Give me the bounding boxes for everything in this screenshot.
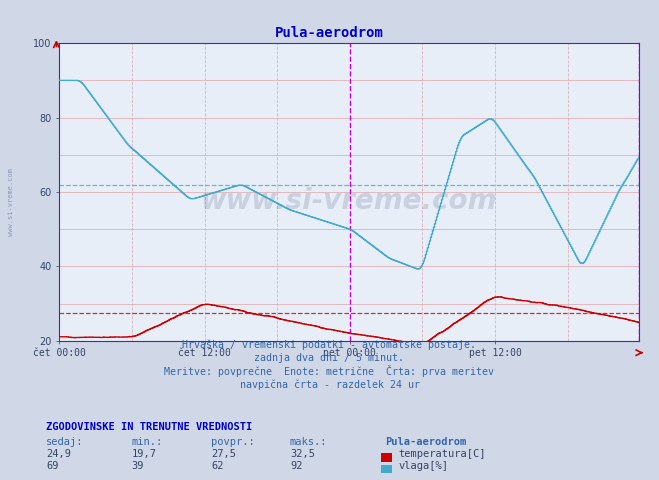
Text: min.:: min.: (132, 437, 163, 447)
Text: navpična črta - razdelek 24 ur: navpična črta - razdelek 24 ur (239, 380, 420, 390)
Text: 39: 39 (132, 461, 144, 471)
Text: maks.:: maks.: (290, 437, 328, 447)
Text: vlaga[%]: vlaga[%] (398, 461, 448, 471)
Text: Hrvaška / vremenski podatki - avtomatske postaje.: Hrvaška / vremenski podatki - avtomatske… (183, 339, 476, 350)
Text: Pula-aerodrom: Pula-aerodrom (275, 26, 384, 40)
Text: zadnja dva dni / 5 minut.: zadnja dva dni / 5 minut. (254, 353, 405, 363)
Text: sedaj:: sedaj: (46, 437, 84, 447)
Text: temperatura[C]: temperatura[C] (398, 449, 486, 459)
Text: www.si-vreme.com: www.si-vreme.com (201, 187, 498, 215)
Text: Pula-aerodrom: Pula-aerodrom (386, 437, 467, 447)
Text: www.si-vreme.com: www.si-vreme.com (8, 168, 14, 236)
Text: 92: 92 (290, 461, 302, 471)
Text: 62: 62 (211, 461, 223, 471)
Text: 32,5: 32,5 (290, 449, 315, 459)
Text: ZGODOVINSKE IN TRENUTNE VREDNOSTI: ZGODOVINSKE IN TRENUTNE VREDNOSTI (46, 421, 252, 432)
Text: 19,7: 19,7 (132, 449, 157, 459)
Text: 24,9: 24,9 (46, 449, 71, 459)
Text: povpr.:: povpr.: (211, 437, 254, 447)
Text: Meritve: povprečne  Enote: metrične  Črta: prva meritev: Meritve: povprečne Enote: metrične Črta:… (165, 365, 494, 377)
Text: 27,5: 27,5 (211, 449, 236, 459)
Text: 69: 69 (46, 461, 59, 471)
